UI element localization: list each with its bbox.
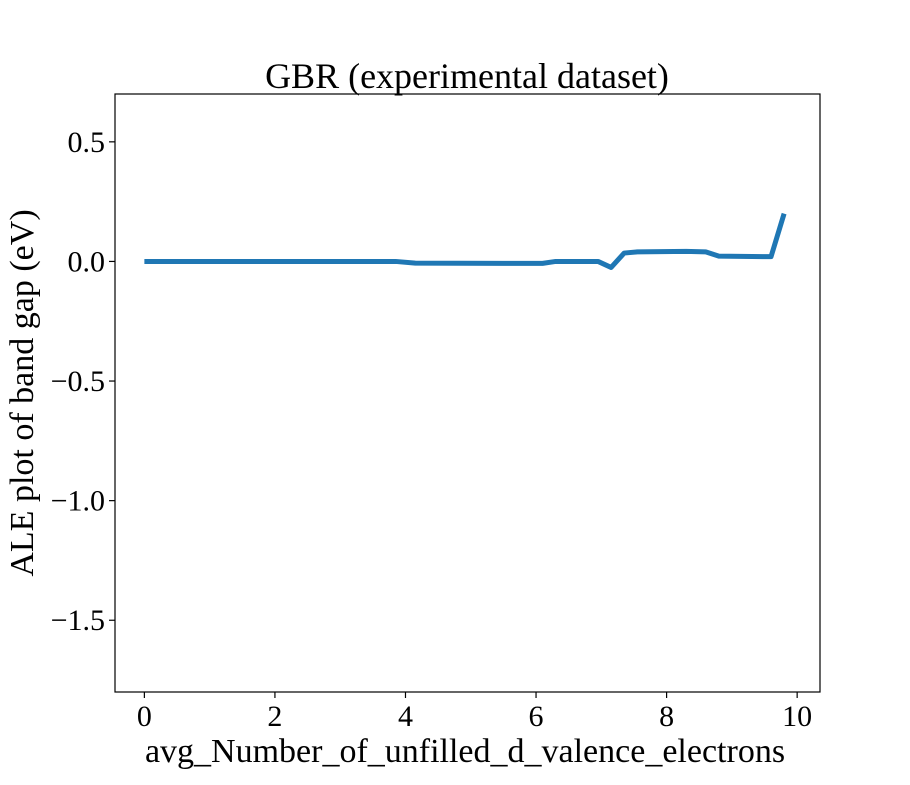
x-tick-label: 8 — [659, 700, 674, 733]
y-axis-label: ALE plot of band gap (eV) — [4, 209, 41, 576]
y-tick-label: −1.5 — [51, 604, 105, 637]
y-tick-label: −1.0 — [51, 485, 105, 518]
plot-area-frame — [114, 93, 821, 693]
x-tick-label: 0 — [137, 700, 152, 733]
series-line — [144, 212, 787, 270]
y-tick-label: 0.0 — [68, 245, 106, 278]
y-tick-label: 0.5 — [68, 126, 106, 159]
x-axis-label: avg_Number_of_unfilled_d_valence_electro… — [145, 733, 785, 770]
axis-ticks: 0 2 4 6 8 10 0.5 0.0 −0.5 −1.0 −1.5 — [51, 126, 813, 733]
x-tick-label: 6 — [529, 700, 544, 733]
chart-title: GBR (experimental dataset) — [265, 56, 669, 96]
y-tick-label: −0.5 — [51, 365, 105, 398]
x-tick-label: 4 — [398, 700, 413, 733]
x-tick-label: 2 — [267, 700, 282, 733]
series-layer — [144, 212, 787, 270]
x-tick-label: 10 — [782, 700, 812, 733]
